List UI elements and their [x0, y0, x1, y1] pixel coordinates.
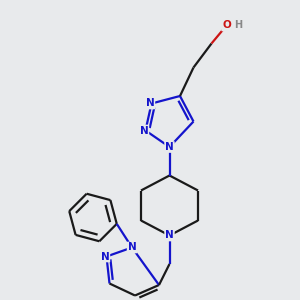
- Text: O: O: [222, 20, 231, 31]
- Text: N: N: [100, 251, 109, 262]
- Text: N: N: [165, 230, 174, 241]
- Text: N: N: [128, 242, 136, 253]
- Text: N: N: [165, 142, 174, 152]
- Text: N: N: [140, 125, 148, 136]
- Text: H: H: [234, 20, 242, 31]
- Text: N: N: [146, 98, 154, 109]
